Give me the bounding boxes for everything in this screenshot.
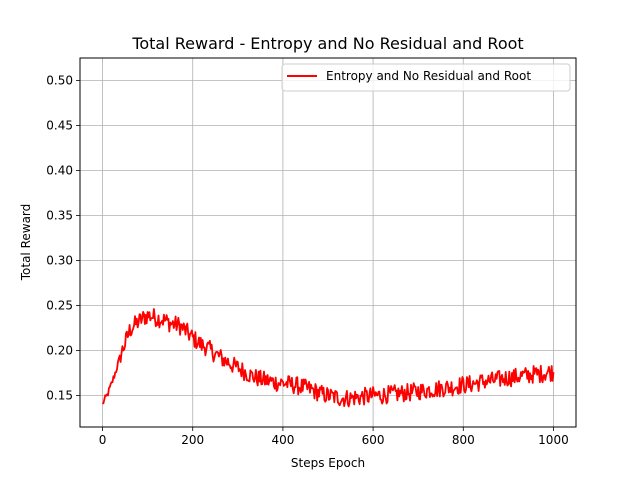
x-tick-label: 600 (362, 433, 385, 447)
axis-ticks: 0 200 400 600 800 1000 0.15 0.20 0.25 0.30 0.35 0.4… (46, 74, 568, 448)
series-line (101, 308, 555, 408)
y-tick-label: 0.35 (46, 209, 73, 223)
legend-box (281, 63, 571, 92)
series-lines (101, 308, 555, 408)
x-tick-label: 400 (271, 433, 294, 447)
y-tick-label: 0.50 (46, 74, 73, 88)
y-tick-label: 0.15 (46, 389, 73, 403)
plot-frame (79, 57, 577, 428)
y-tick-label: 0.45 (46, 119, 73, 133)
x-tick-label: 0 (99, 433, 107, 447)
x-tick-label: 200 (181, 433, 204, 447)
x-axis-label: Steps Epoch (291, 456, 365, 470)
y-tick-label: 0.30 (46, 254, 73, 268)
x-tick-label: 800 (452, 433, 475, 447)
legend-entry-label: Entropy and No Residual and Root (326, 69, 531, 83)
y-tick-label: 0.25 (46, 299, 73, 313)
legend: Entropy and No Residual and Root (281, 63, 571, 92)
chart-title: Total Reward - Entropy and No Residual a… (131, 34, 523, 53)
y-tick-label: 0.20 (46, 344, 73, 358)
y-axis-label: Total Reward (19, 204, 33, 282)
x-tick-label: 1000 (538, 433, 569, 447)
y-tick-label: 0.40 (46, 164, 73, 178)
